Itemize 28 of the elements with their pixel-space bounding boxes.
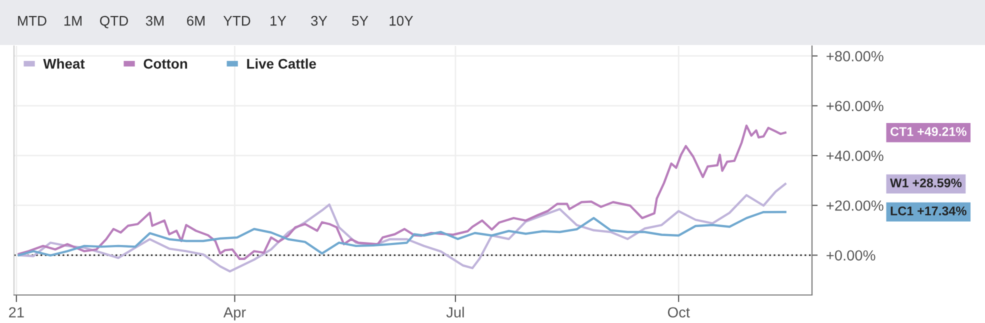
text: 10Y [390, 16, 414, 26]
text: 3M [146, 16, 164, 26]
text: LC1 +17.34% [890, 206, 966, 216]
legend-label: Wheat [43, 58, 85, 69]
line-series [18, 182, 786, 272]
text: CT1 +49.21% [890, 127, 966, 136]
y-tick-label: +80.00% [826, 51, 884, 62]
text: MTD [18, 16, 46, 26]
text: 3Y [311, 16, 328, 26]
legend-label: Live Cattle [247, 58, 316, 69]
text: 5Y [352, 16, 368, 26]
line-series [18, 124, 786, 260]
text: QTD [100, 16, 128, 28]
line-series [18, 210, 786, 257]
x-tick-label: Oct [668, 307, 690, 318]
y-tick-label: +60.00% [826, 100, 884, 112]
legend-label: Cotton [144, 58, 188, 69]
y-tick-label: +40.00% [826, 150, 884, 161]
x-tick-label: Apr [223, 307, 246, 320]
x-tick-label: Jul [446, 306, 464, 318]
text: YTD [223, 16, 250, 26]
y-tick-label: +20.00% [826, 200, 884, 211]
text: W1 +28.59% [890, 178, 962, 188]
y-tick-label: +0.00% [826, 250, 876, 261]
text: 1Y [270, 16, 286, 26]
text: 1M [64, 16, 82, 26]
x-tick-label: 21 [9, 307, 24, 318]
text: 6M [187, 16, 205, 26]
